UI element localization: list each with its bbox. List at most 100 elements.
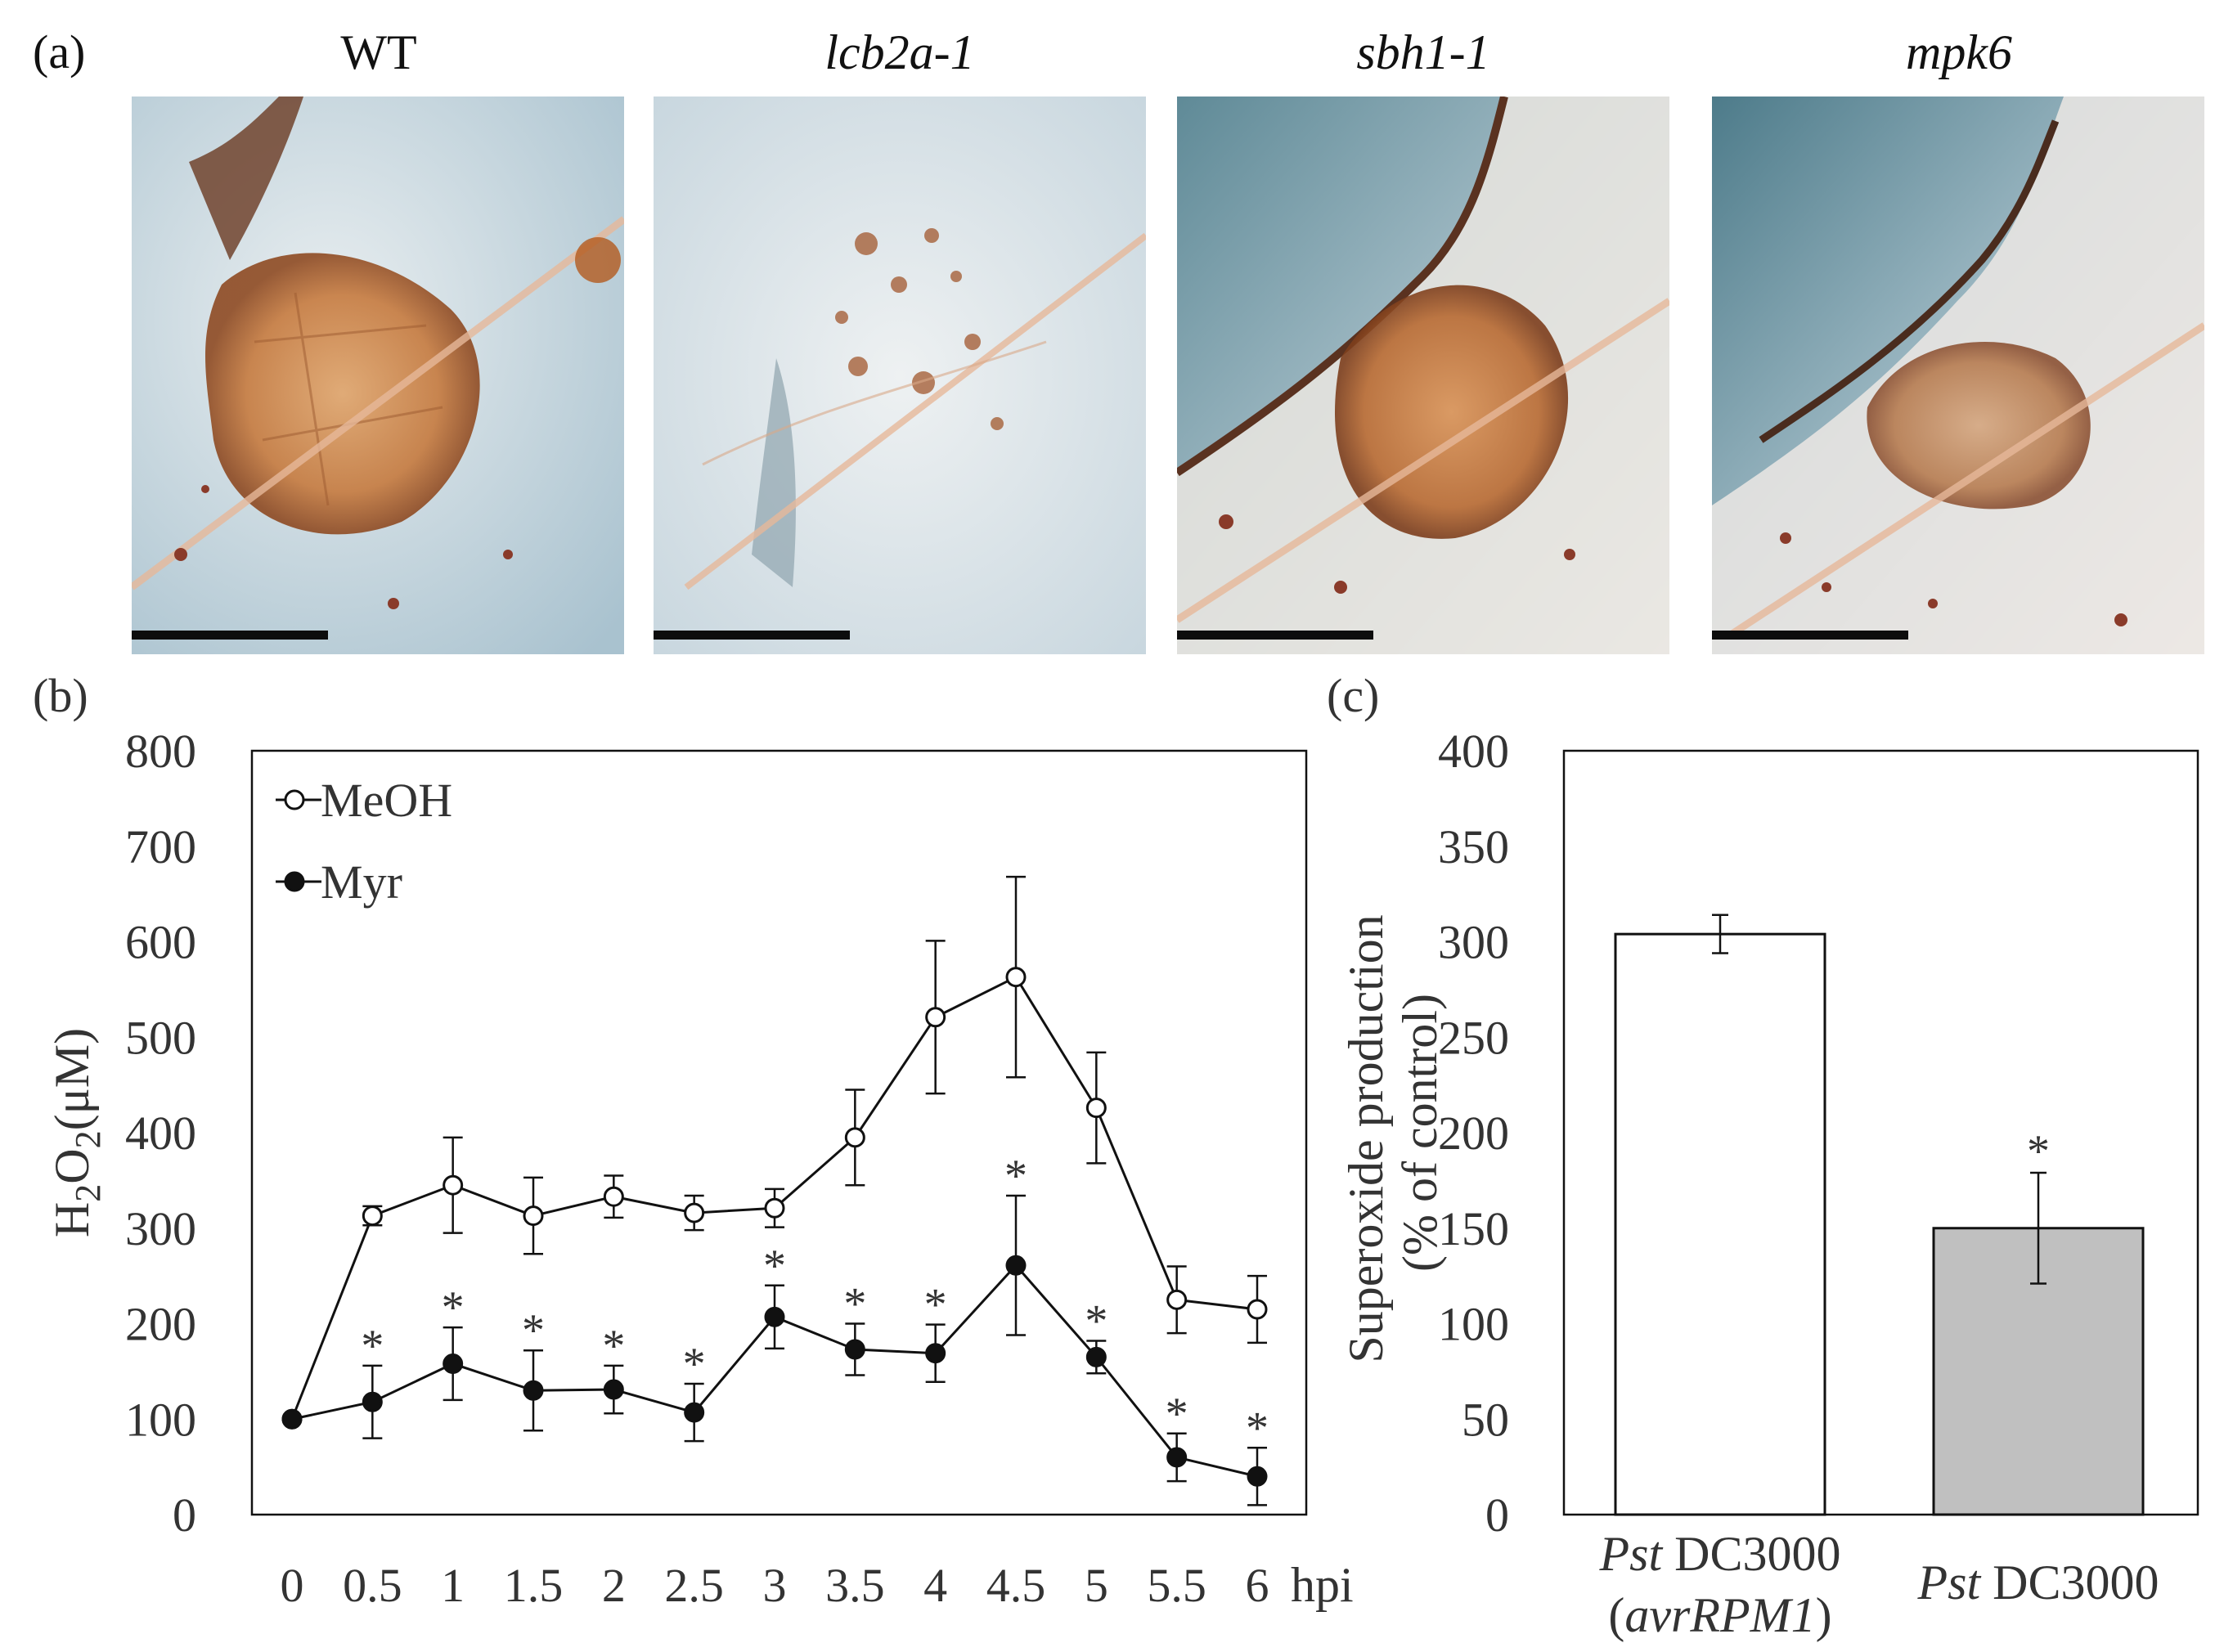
- legend-b: MeOH Myr: [276, 774, 452, 909]
- data-point-myr: [684, 1402, 705, 1423]
- y-tick-label-c: 150: [1438, 1202, 1509, 1255]
- data-point-meoh: [1247, 1299, 1268, 1320]
- y-axis-label-c: Superoxide production (% of control): [1339, 902, 1447, 1362]
- x-tick-label-b: 3: [763, 1559, 787, 1612]
- y-tick-label-c: 400: [1438, 725, 1509, 778]
- data-point-meoh: [362, 1205, 383, 1227]
- significance-star: *: [843, 1279, 866, 1330]
- bar-2: [1932, 1227, 2145, 1516]
- category-label-2: Pst DC3000: [1916, 1555, 2159, 1609]
- x-tick-label-b: 1: [441, 1559, 465, 1612]
- significance-star: *: [442, 1282, 465, 1333]
- x-tick-label-b: 0: [281, 1559, 304, 1612]
- photo-wt: [132, 97, 624, 654]
- data-point-myr: [362, 1391, 383, 1412]
- data-point-myr: [281, 1408, 303, 1430]
- data-point-meoh: [443, 1174, 464, 1196]
- x-tick-label-b: 0.5: [343, 1559, 402, 1612]
- photo-title-mpk6: mpk6: [1906, 25, 2012, 79]
- x-tick-label-b: 2.5: [664, 1559, 724, 1612]
- significance-star: *: [1085, 1296, 1108, 1347]
- data-point-meoh: [764, 1197, 785, 1219]
- significance-star: *: [602, 1321, 625, 1371]
- data-point-myr: [764, 1306, 785, 1327]
- data-point-myr: [1247, 1466, 1268, 1487]
- y-tick-label-c: 0: [1485, 1488, 1509, 1542]
- y-tick-label-c: 350: [1438, 820, 1509, 873]
- scale-bar: [132, 631, 328, 640]
- significance-star: *: [763, 1241, 786, 1291]
- y-tick-label-b: 500: [125, 1011, 196, 1064]
- legend-marker-myr: [284, 871, 305, 892]
- significance-star: *: [2027, 1126, 2050, 1177]
- data-point-meoh: [281, 1408, 303, 1430]
- series-line-meoh: [290, 975, 1258, 1420]
- data-point-meoh: [1166, 1289, 1188, 1310]
- significance-star: *: [522, 1305, 545, 1356]
- y-tick-label-b: 400: [125, 1107, 196, 1160]
- significance-star: *: [1246, 1403, 1269, 1453]
- y-tick-label-b: 0: [173, 1488, 196, 1542]
- data-point-meoh: [603, 1186, 624, 1207]
- y-tick-label-b: 100: [125, 1393, 196, 1446]
- photo-title-lcb2a-1: lcb2a-1: [824, 25, 975, 79]
- photo-mpk6: [1712, 97, 2204, 654]
- y-tick-label-b: 600: [125, 916, 196, 969]
- data-point-meoh: [523, 1205, 544, 1227]
- x-axis-label-b: hpi: [1291, 1558, 1354, 1612]
- y-tick-label-b: 800: [125, 725, 196, 778]
- photo-title-sbh1-1: sbh1-1: [1356, 25, 1490, 79]
- data-point-myr: [1085, 1346, 1107, 1367]
- category-label-1-line2: (avrRPM1): [1608, 1588, 1831, 1642]
- y-tick-label-c: 50: [1462, 1393, 1509, 1446]
- plot-frame-c: [1562, 749, 2199, 1516]
- data-point-meoh: [1005, 967, 1027, 988]
- data-point-myr: [603, 1379, 624, 1400]
- x-tick-label-b: 4: [923, 1559, 947, 1612]
- photo-sbh1-1: [1177, 97, 1669, 654]
- data-point-myr: [1166, 1447, 1188, 1468]
- scale-bar: [1177, 631, 1373, 640]
- category-label-1: Pst DC3000: [1598, 1527, 1840, 1581]
- data-point-myr: [523, 1380, 544, 1401]
- data-point-meoh: [925, 1007, 946, 1028]
- data-point-myr: [844, 1339, 865, 1360]
- legend-label-meoh: MeOH: [321, 774, 452, 827]
- x-tick-label-b: 3.5: [825, 1559, 885, 1612]
- x-tick-label-b: 2: [602, 1559, 626, 1612]
- significance-star: *: [683, 1339, 706, 1389]
- x-tick-label-b: 1.5: [504, 1559, 564, 1612]
- y-tick-label-c: 100: [1438, 1298, 1509, 1351]
- y-tick-label-c: 250: [1438, 1011, 1509, 1064]
- significance-star: *: [361, 1321, 384, 1371]
- series-line-myr: [291, 1264, 1258, 1478]
- y-axis-label-b: H2O2(μM): [45, 1028, 108, 1237]
- significance-star: *: [1166, 1389, 1188, 1439]
- data-point-meoh: [684, 1202, 705, 1223]
- scale-bar: [1712, 631, 1908, 640]
- y-tick-label-c: 300: [1438, 916, 1509, 969]
- y-tick-label-b: 700: [125, 820, 196, 873]
- bar-1: [1614, 932, 1826, 1516]
- significance-star: *: [924, 1280, 947, 1331]
- scale-bar: [654, 631, 850, 640]
- x-tick-label-b: 5.5: [1147, 1559, 1206, 1612]
- x-tick-label-b: 5: [1085, 1559, 1108, 1612]
- photo-title-wt: WT: [340, 25, 417, 79]
- photo-lcb2a-1: [654, 97, 1146, 654]
- data-point-meoh: [844, 1127, 865, 1148]
- panel-a-label: (a): [33, 25, 86, 79]
- data-point-meoh: [1085, 1098, 1107, 1119]
- panel-c-label: (c): [1327, 669, 1379, 722]
- x-tick-label-b: 4.5: [986, 1559, 1046, 1612]
- panel-b-label: (b): [33, 669, 88, 722]
- data-point-myr: [443, 1353, 464, 1375]
- plot-frame-b: [250, 749, 1308, 1516]
- x-tick-label-b: 6: [1246, 1559, 1269, 1612]
- legend-label-myr: Myr: [321, 855, 402, 909]
- legend-marker-meoh: [284, 789, 305, 810]
- y-tick-label-b: 200: [125, 1298, 196, 1351]
- y-tick-label-c: 200: [1438, 1107, 1509, 1160]
- y-tick-label-b: 300: [125, 1202, 196, 1255]
- data-point-myr: [925, 1343, 946, 1364]
